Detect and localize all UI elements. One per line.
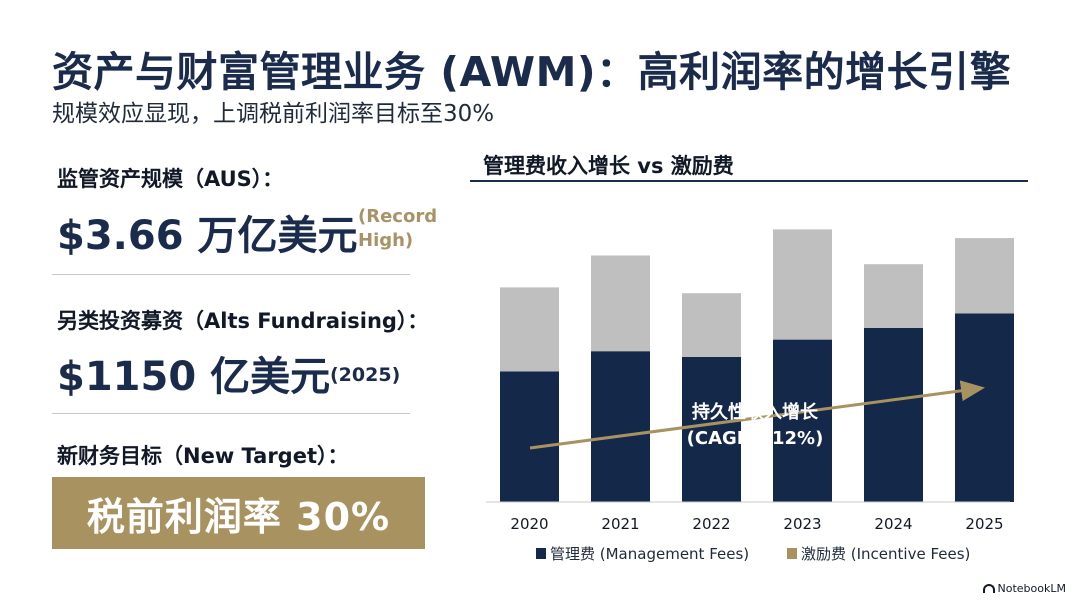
trend-annotation-line2: (CAGR +12%) — [687, 428, 824, 449]
aus-label: 监管资产规模（AUS）： — [57, 167, 284, 191]
aus-value: $3.66 万亿美元 — [57, 213, 358, 259]
bar-incentive-2024 — [864, 264, 923, 328]
divider-2 — [52, 413, 410, 414]
brand-name: NotebookLM — [997, 582, 1066, 595]
target-banner: 税前利润率 30% — [52, 477, 425, 549]
bar-management-2020 — [500, 371, 559, 502]
x-tick-2024: 2024 — [874, 515, 912, 533]
x-tick-2025: 2025 — [965, 515, 1003, 533]
alts-note: (2025) — [330, 364, 401, 386]
notebooklm-brand: NotebookLM — [982, 582, 1066, 595]
legend-label-management: 管理费 (Management Fees) — [550, 545, 749, 563]
page-title: 资产与财富管理业务 (AWM)：高利润率的增长引擎 — [52, 48, 1012, 96]
aus-note-line1: (Record — [358, 206, 438, 227]
bar-incentive-2022 — [682, 293, 741, 357]
alts-label: 另类投资募资（Alts Fundraising）： — [57, 309, 429, 333]
legend-swatch-incentive — [787, 548, 797, 559]
legend-swatch-management — [536, 548, 546, 559]
chart-title-rule — [470, 180, 1028, 182]
chart-title: 管理费收入增长 vs 激励费 — [483, 154, 734, 178]
x-tick-2023: 2023 — [783, 515, 821, 533]
trend-annotation-line1: 持久性收入增长 — [692, 401, 819, 423]
target-label: 新财务目标（New Target）： — [57, 444, 349, 468]
bar-incentive-2023 — [773, 229, 832, 340]
aus-note: (Record High) — [358, 205, 437, 253]
bar-incentive-2020 — [500, 287, 559, 372]
divider-1 — [52, 274, 410, 275]
bar-management-2021 — [591, 351, 650, 502]
target-value: 税前利润率 30% — [86, 494, 391, 539]
x-tick-2020: 2020 — [510, 515, 548, 533]
legend-label-incentive: 激励费 (Incentive Fees) — [801, 545, 970, 563]
x-tick-2022: 2022 — [692, 515, 730, 533]
aus-note-line2: High) — [358, 230, 414, 251]
bar-management-2023 — [773, 339, 832, 502]
stacked-bar-chart: 2020 2021 2022 2023 2024 2025 持久性收入增长 (CAGR +… — [486, 229, 1014, 563]
alts-value: $1150 亿美元 — [57, 354, 331, 400]
bar-management-2025 — [955, 313, 1014, 502]
page-subtitle: 规模效应显现，上调税前利润率目标至30% — [52, 101, 495, 127]
bar-management-2024 — [864, 328, 923, 502]
trend-arrow — [529, 380, 985, 450]
bar-incentive-2021 — [591, 255, 650, 352]
chart-legend: 管理费 (Management Fees) 激励费 (Incentive Fee… — [536, 545, 970, 563]
notebooklm-logo-icon — [982, 584, 995, 593]
bar-incentive-2025 — [955, 238, 1014, 314]
x-tick-2021: 2021 — [601, 515, 639, 533]
bar-management-2022 — [682, 357, 741, 502]
